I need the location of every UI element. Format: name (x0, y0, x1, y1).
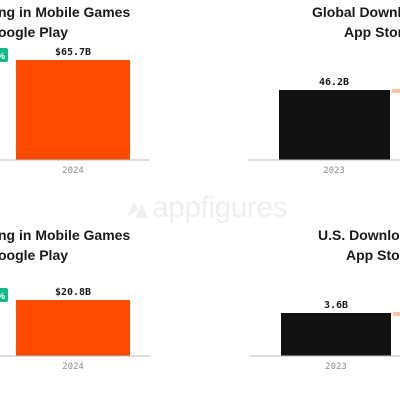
chart-3-badge: % (0, 288, 8, 302)
chart-4-bar-value-label: 3.6B (324, 300, 348, 311)
chart-3-title-line-2: oogle Play (0, 247, 68, 263)
chart-1-badge-text: % (0, 51, 5, 61)
chart-4-next-bar-edge (393, 312, 400, 316)
chart-4-bar-2023 (281, 313, 391, 356)
chart-3-badge-text: % (0, 291, 5, 301)
chart-panel-3: ng in Mobile Games oogle Play % $20.8B 2… (0, 227, 150, 372)
chart-3-bar-2024 (16, 300, 130, 356)
chart-1-title-line-1: ng in Mobile Games (0, 4, 130, 20)
chart-1-bar-value-label: $65.7B (55, 47, 91, 58)
chart-4-x-tick-label: 2023 (325, 362, 347, 372)
chart-2-title-line-1: Global Downlo (312, 4, 400, 20)
chart-2-next-bar-edge (392, 89, 400, 93)
chart-2-x-tick-label: 2023 (323, 166, 345, 176)
watermark: appfigures (126, 191, 288, 224)
chart-3-title-line-1: ng in Mobile Games (0, 227, 130, 243)
chart-4-title-line-1: U.S. Downlo (318, 227, 400, 243)
chart-1-title-line-2: oogle Play (0, 24, 68, 40)
chart-1-x-tick-label: 2024 (62, 166, 84, 176)
appfigures-logo-icon (126, 202, 148, 218)
chart-panel-4: U.S. Downlo App Stor 3.6B 2023 (250, 227, 400, 372)
chart-4-title-line-2: App Stor (346, 247, 400, 263)
chart-1-badge: % (0, 48, 8, 62)
chart-1-bar-2024 (16, 60, 130, 160)
chart-2-title-line-2: App Stor (344, 24, 400, 40)
chart-3-bar-value-label: $20.8B (55, 287, 91, 298)
chart-2-bar-value-label: 46.2B (319, 77, 349, 88)
chart-panel-2: Global Downlo App Stor 46.2B 2023 (248, 4, 400, 176)
watermark-text: appfigures (152, 191, 287, 224)
chart-2-bar-2023 (279, 90, 390, 160)
chart-panel-1: ng in Mobile Games oogle Play % $65.7B 2… (0, 4, 150, 176)
chart-3-x-tick-label: 2024 (62, 362, 84, 372)
